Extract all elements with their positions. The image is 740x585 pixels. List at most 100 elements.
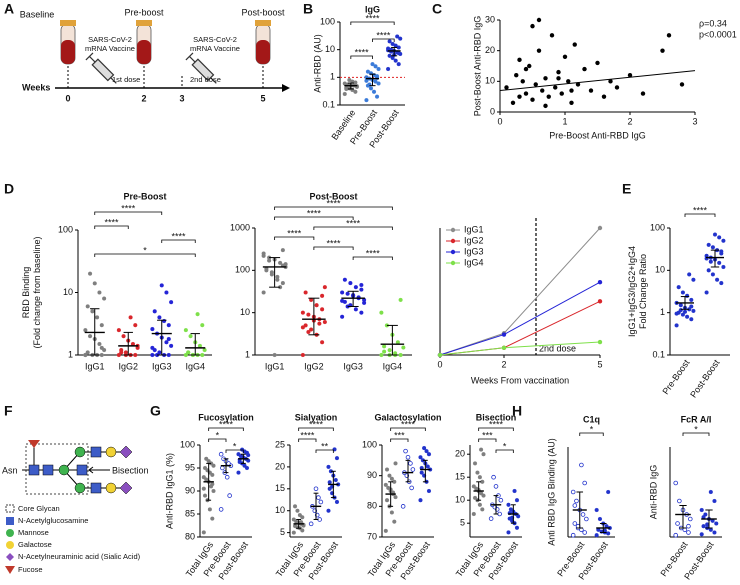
data-point [472,461,478,466]
data-point [699,507,704,513]
data-point [523,66,529,72]
data-point [572,42,577,47]
x-tick-label: 5 [597,359,602,369]
data-point [570,532,576,538]
data-point [708,259,713,264]
significance-label: **** [401,419,416,429]
bisection-label: Bisection [112,465,149,475]
data-point [320,293,325,298]
y-tick-label: 1 [68,349,73,359]
data-point [393,495,398,500]
data-point [220,465,225,471]
panel-label: A [4,1,14,17]
x-tick-label: IgG4 [383,361,403,371]
data-point [569,100,574,106]
data-point [364,78,369,83]
data-point [405,454,411,460]
data-point [333,477,338,483]
panel-label: G [150,403,161,419]
data-point [517,57,522,63]
significance-label: **** [365,13,380,23]
data-point [677,498,682,504]
data-point [472,495,478,500]
chart-title: Bisection [476,412,517,422]
data-point [582,530,587,535]
data-point [594,507,599,513]
significance-bracket [274,216,354,220]
data-point [409,485,414,491]
significance-bracket [478,427,514,431]
data-point [506,530,511,535]
data-point [536,17,542,23]
data-point [575,82,581,87]
significance-bracket [579,432,604,436]
x-tick-label: IgG2 [304,361,324,371]
y-tick-label: 10 [275,505,285,515]
y-tick-label: 20 [485,45,495,55]
data-point [721,238,726,243]
data-point [574,498,579,504]
data-point [506,502,511,507]
x-axis-label: Weeks From vaccination [471,375,569,385]
data-point [712,530,717,535]
data-point [562,54,568,59]
timepoint-label: Pre-boost [124,7,164,17]
significance-bracket [350,21,395,25]
data-point [395,34,400,39]
chart-title: Pre-Boost [123,191,166,201]
significance-bracket [161,239,196,243]
data-point [379,310,384,315]
significance-label: * [143,245,147,255]
data-point [334,499,340,505]
y-tick-label: 5 [460,518,465,528]
data-point [471,511,476,517]
data-point [368,86,374,91]
data-point [398,352,403,358]
y-tick-label: 30 [485,14,495,24]
data-point [471,484,476,489]
data-point [584,516,589,522]
significance-label: **** [326,238,341,248]
timepoint-label: Baseline [20,9,55,19]
dose-label: 1st dose [112,75,140,84]
data-point [530,97,535,102]
chart-title: Sialyation [295,412,338,422]
y-axis-label: Anti-RBD IgG [648,465,658,520]
data-point [200,352,205,358]
data-point [90,309,95,314]
data-point [370,62,375,67]
data-point [236,452,241,457]
data-point [95,315,100,320]
y-tick-label: 10 [485,76,495,86]
data-point [102,296,107,301]
site-label: Asn [2,465,18,475]
significance-label: **** [300,430,315,440]
data-point [566,79,571,84]
x-tick-label: IgG2 [118,361,138,371]
data-point [365,69,371,74]
data-point [501,345,507,350]
data-point [569,88,574,93]
significance-bracket [495,449,514,453]
data-point [437,352,443,358]
data-point [514,525,520,530]
data-point [303,290,308,295]
data-point [559,91,564,96]
data-point [300,325,305,330]
data-point [398,36,403,41]
significance-label: **** [376,30,391,40]
data-point [686,523,691,529]
data-point [640,91,646,96]
data-point [292,523,298,529]
y-axis-label: Anti-RBD IgG1 (%) [164,453,174,529]
data-point [211,488,216,494]
data-point [97,290,102,295]
significance-label: * [503,441,507,451]
y-tick-label: 100 [650,222,665,232]
significance-bracket [94,225,129,229]
y-tick-label: 5 [280,527,285,537]
data-point [150,352,155,358]
panel-label: E [622,181,631,197]
data-point [390,41,395,47]
significance-label: **** [346,218,361,228]
